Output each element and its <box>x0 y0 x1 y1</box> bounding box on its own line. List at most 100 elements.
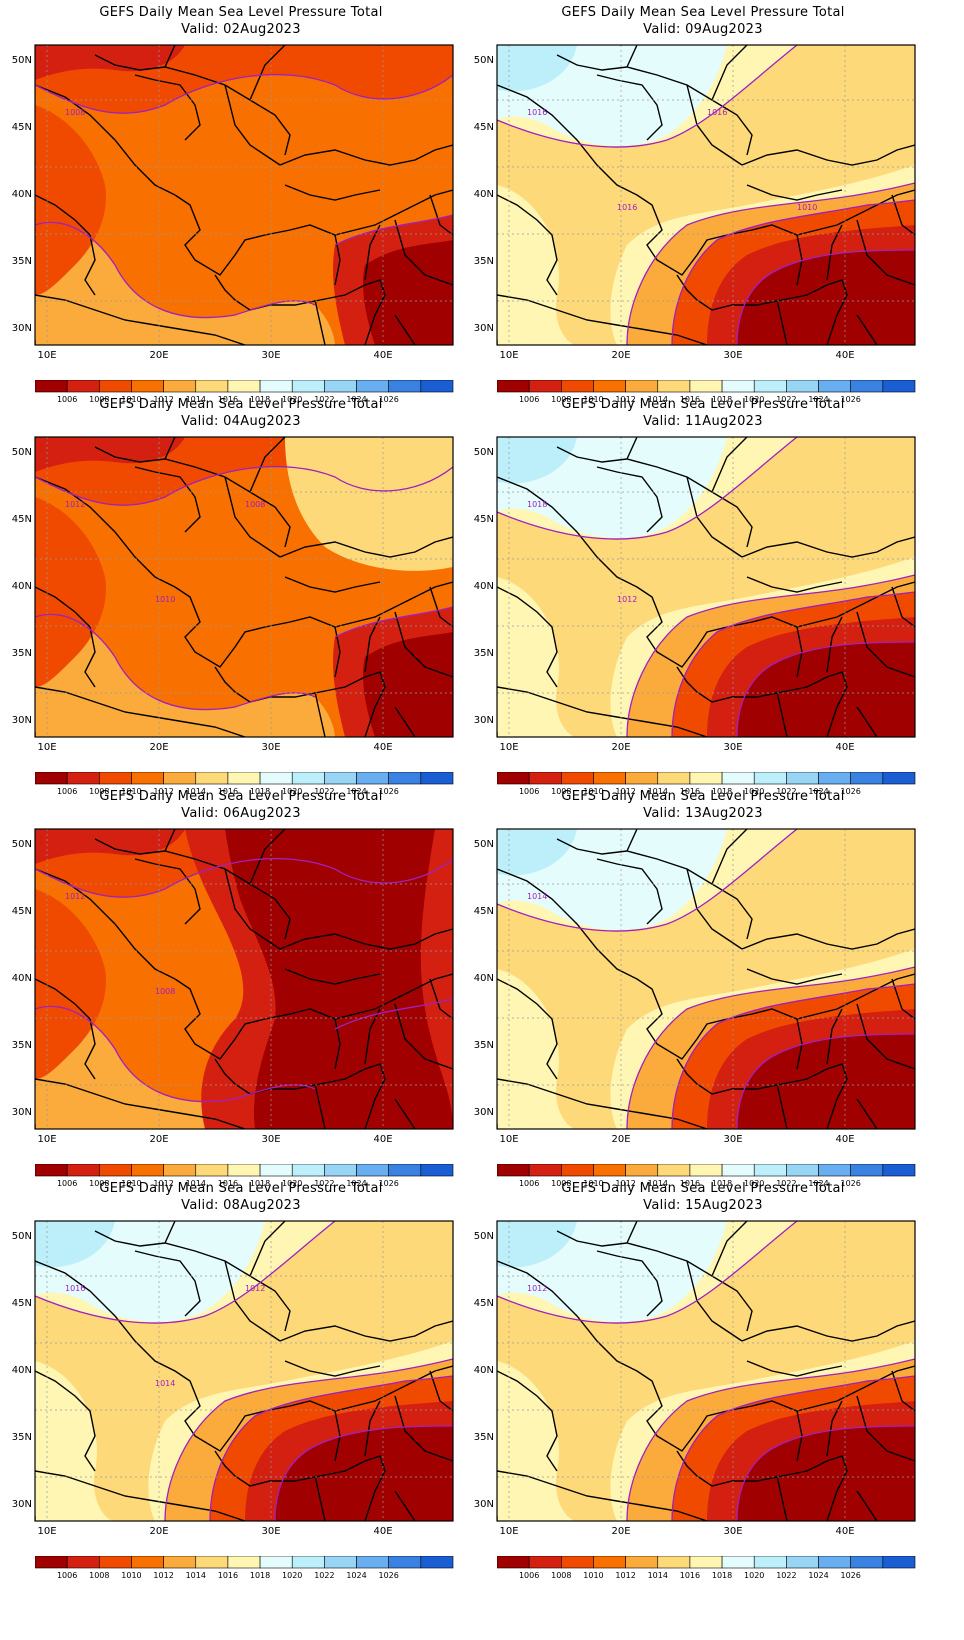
isobar-label: 1018 <box>527 500 547 509</box>
map-panel: GEFS Daily Mean Sea Level Pressure Total… <box>462 784 944 1194</box>
coastline <box>686 868 743 950</box>
coastline <box>826 616 843 673</box>
colorbar-swatch <box>657 380 691 393</box>
latitude-label: 45N <box>474 122 494 133</box>
latitude-label: 50N <box>474 55 494 66</box>
colorbar-swatch <box>850 380 884 393</box>
colorbar-swatch <box>497 772 530 785</box>
colorbar-label: 1008 <box>551 1179 572 1188</box>
coastline <box>214 1450 386 1521</box>
isobar-line <box>671 591 915 737</box>
panel-valid-date: Valid: 15Aug2023 <box>643 1198 763 1213</box>
colorbar-label: 1024 <box>808 1179 829 1188</box>
colorbar-label: 1006 <box>56 1179 78 1188</box>
coastline <box>596 74 663 141</box>
coastline <box>776 1475 788 1521</box>
longitude-label: 40E <box>373 742 392 753</box>
colorbar-label: 1016 <box>679 1179 701 1188</box>
colorbar-label: 1014 <box>185 1179 206 1188</box>
colorbar-label: 1020 <box>282 395 303 404</box>
colorbar-swatch <box>753 772 787 785</box>
isobar-label: 1012 <box>65 500 85 509</box>
coastline <box>279 536 453 558</box>
colorbar-swatch <box>420 380 454 393</box>
colorbar-swatch <box>561 772 594 785</box>
colorbar-label: 1006 <box>518 1571 540 1580</box>
colorbar-swatch <box>528 1164 562 1177</box>
colorbar-label: 1008 <box>89 1179 110 1188</box>
pressure-map: 50N 45N 40N 35N 30N 10E 20E 30E 40E 1012 1010 1008 <box>12 436 454 753</box>
coastline <box>284 1360 381 1377</box>
coastline <box>676 274 848 345</box>
colorbar-label: 1010 <box>121 1571 142 1580</box>
isobar-line <box>736 1033 915 1129</box>
colorbar-label: 1018 <box>711 1571 733 1580</box>
coastline <box>429 194 453 236</box>
colorbar-swatch <box>850 772 884 785</box>
coastline <box>35 1370 96 1472</box>
colorbar-label: 1016 <box>679 1571 701 1580</box>
colorbar-swatch <box>131 772 164 785</box>
isobar-label: 1014 <box>527 892 547 901</box>
longitude-label: 40E <box>373 1134 392 1145</box>
colorbar-label: 1016 <box>217 1179 239 1188</box>
colorbar-label: 1012 <box>153 787 174 796</box>
latitude-label: 40N <box>474 581 494 592</box>
longitude-label: 40E <box>835 1526 854 1537</box>
panel-title: GEFS Daily Mean Sea Level Pressure Total <box>561 1181 845 1196</box>
colorbar-label: 1008 <box>89 395 110 404</box>
coastline <box>249 437 286 493</box>
colorbar-swatch <box>356 1556 389 1569</box>
colorbar-swatch <box>625 380 659 393</box>
coastline <box>497 586 558 688</box>
colorbar-swatch <box>356 1164 389 1177</box>
latitude-label: 40N <box>474 973 494 984</box>
colorbar-label: 1012 <box>615 787 636 796</box>
colorbar-label: 1010 <box>583 1571 604 1580</box>
colorbar-label: 1006 <box>56 395 78 404</box>
colorbar-swatch <box>420 1556 454 1569</box>
isobar-line <box>274 1425 453 1521</box>
isobar-label: 1008 <box>155 987 175 996</box>
colorbar-swatch <box>561 1164 594 1177</box>
longitude-label: 10E <box>37 1134 56 1145</box>
colorbar-label: 1026 <box>840 1179 861 1188</box>
colorbar-swatch <box>593 1556 626 1569</box>
latitude-label: 30N <box>474 1107 494 1118</box>
coastline <box>35 978 96 1080</box>
colorbar-swatch <box>753 380 787 393</box>
colorbar <box>35 772 473 786</box>
colorbar-swatch <box>625 1164 659 1177</box>
colorbar-label: 1024 <box>346 1179 367 1188</box>
isobar-line <box>626 1358 915 1521</box>
isobar-label: 1008 <box>65 108 85 117</box>
colorbar-swatch <box>227 1556 261 1569</box>
pressure-band <box>35 889 106 1079</box>
colorbar-swatch <box>786 1164 819 1177</box>
colorbar-label: 1026 <box>378 395 399 404</box>
colorbar-swatch <box>420 1164 454 1177</box>
coastline <box>134 858 201 925</box>
colorbar <box>497 1556 935 1570</box>
pressure-map: 50N 45N 40N 35N 30N 10E 20E 30E 40E 1012 <box>474 1220 916 1537</box>
colorbar-label: 1020 <box>282 1179 303 1188</box>
isobar-line <box>626 574 915 737</box>
longitude-label: 10E <box>37 1526 56 1537</box>
coastline <box>856 611 915 678</box>
latitude-label: 50N <box>12 55 32 66</box>
colorbar-label: 1014 <box>185 787 206 796</box>
colorbar-label: 1018 <box>249 1179 271 1188</box>
colorbar-swatch <box>561 1556 594 1569</box>
isobar-label: 1010 <box>155 595 175 604</box>
colorbar-swatch <box>259 380 293 393</box>
longitude-label: 30E <box>723 1526 742 1537</box>
isobar-label: 1016 <box>617 203 637 212</box>
coastline <box>284 184 381 201</box>
longitude-label: 20E <box>149 742 168 753</box>
coastline <box>626 45 638 68</box>
coastline <box>249 1221 286 1277</box>
coastline <box>394 706 416 737</box>
coastline <box>314 1083 326 1129</box>
coastline <box>164 1221 176 1244</box>
coastline <box>334 1018 341 1070</box>
